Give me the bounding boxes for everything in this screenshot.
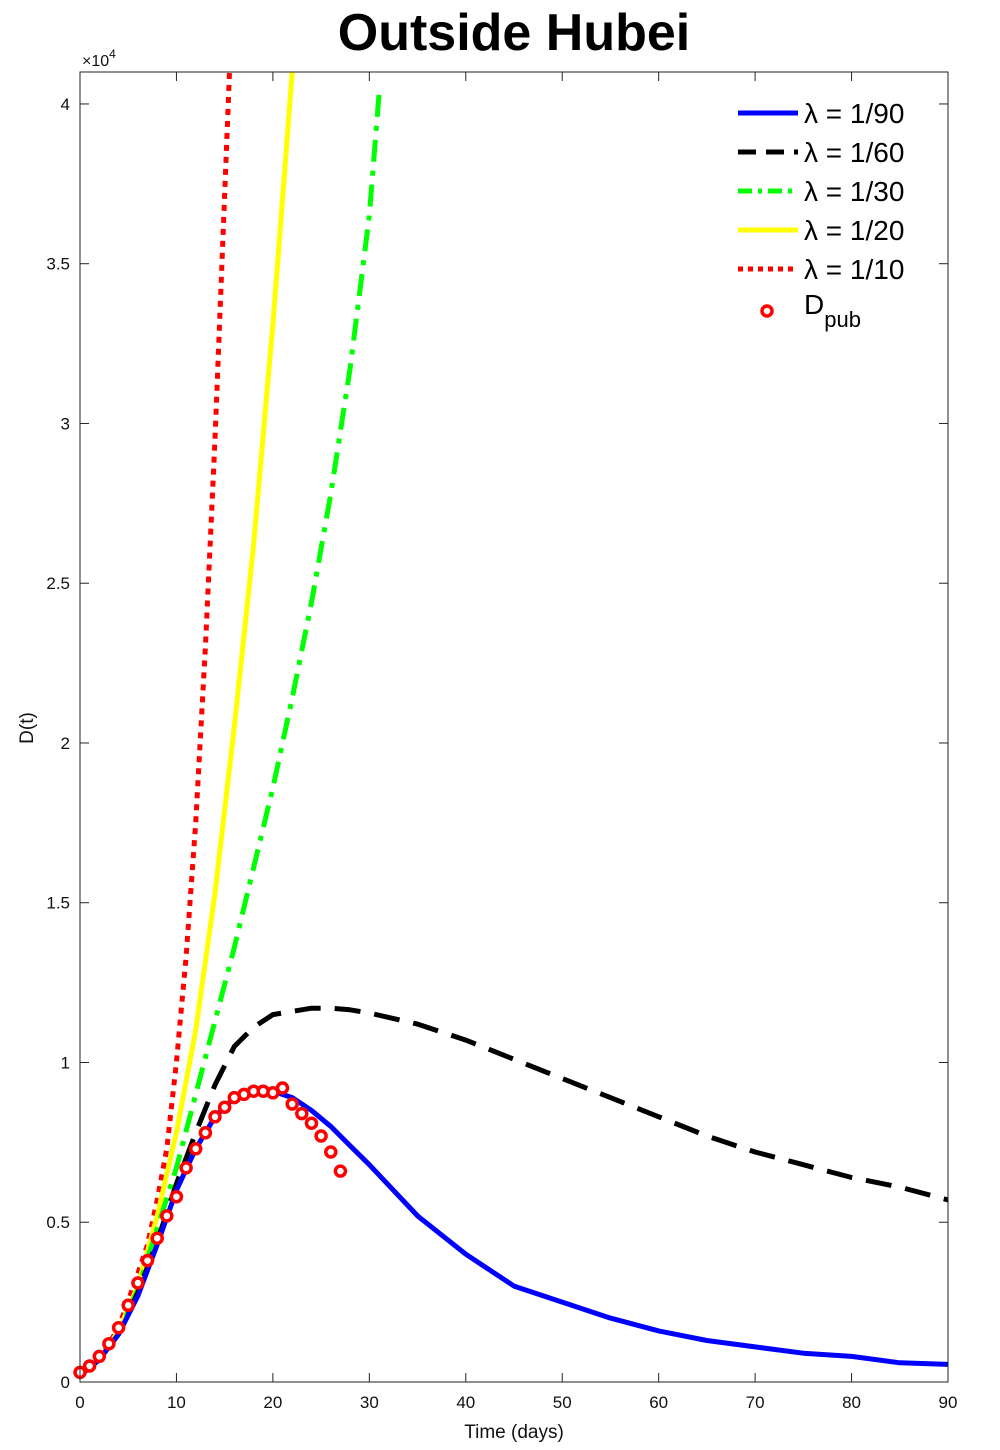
- x-tick-label: 40: [456, 1393, 475, 1412]
- legend-label: λ = 1/30: [804, 176, 904, 207]
- data-point: [314, 1129, 328, 1143]
- series-line-2: [80, 1005, 948, 1378]
- legend: λ = 1/90 λ = 1/60 λ = 1/30 λ = 1/20 λ = 1/10…: [738, 98, 904, 332]
- x-tick-label: 70: [746, 1393, 765, 1412]
- legend-marker: [760, 304, 774, 318]
- y-axis-exponent-base: ×10: [82, 53, 109, 70]
- data-point: [198, 1126, 213, 1140]
- data-point: [160, 1209, 174, 1223]
- chart-title: Outside Hubei: [338, 4, 690, 62]
- data-point: [179, 1161, 193, 1175]
- y-tick-label: 1.5: [46, 894, 70, 913]
- data-point: [208, 1110, 222, 1124]
- data-point: [324, 1145, 338, 1159]
- data-point: [217, 1100, 232, 1114]
- x-tick-label: 0: [75, 1393, 84, 1412]
- data-point: [169, 1189, 184, 1204]
- y-tick-label: 1: [61, 1053, 70, 1072]
- x-tick-label: 10: [167, 1393, 186, 1412]
- data-point: [92, 1349, 107, 1364]
- x-tick-label: 50: [553, 1393, 572, 1412]
- data-point: [188, 1142, 203, 1156]
- legend-label: λ = 1/60: [804, 137, 904, 168]
- data-point: [150, 1231, 164, 1245]
- data-point: [111, 1320, 126, 1335]
- y-tick-label: 0.5: [46, 1213, 70, 1232]
- series-line-3: [80, 94, 382, 1378]
- y-tick-label: 0: [61, 1373, 70, 1392]
- y-tick-label: 2.5: [46, 574, 70, 593]
- x-tick-label: 80: [842, 1393, 861, 1412]
- y-tick-label: 4: [61, 95, 70, 114]
- legend-label: λ = 1/10: [804, 254, 904, 285]
- x-tick-label: 30: [360, 1393, 379, 1412]
- y-tick-label: 2: [61, 734, 70, 753]
- axes: 0 10 20 30 40 50 60 70 80 90 0 0.5 1 1.5 2 2.5 3 3.5 4: [46, 71, 958, 1412]
- data-point: [333, 1164, 348, 1178]
- y-tick-label: 3.5: [46, 255, 70, 274]
- x-axis-label: Time (days): [464, 1422, 564, 1443]
- data-point: [140, 1253, 155, 1268]
- x-tick-label: 60: [649, 1393, 668, 1412]
- data-point: [275, 1081, 290, 1095]
- data-point: [304, 1116, 319, 1130]
- data-point: [131, 1276, 145, 1290]
- y-tick-label: 3: [61, 414, 70, 433]
- x-tick-label: 90: [939, 1393, 958, 1412]
- data-point: [82, 1359, 97, 1373]
- series-markers: [73, 1081, 348, 1380]
- axes-box: [79, 71, 949, 1383]
- legend-label: λ = 1/90: [804, 98, 904, 129]
- x-tick-label: 20: [263, 1393, 282, 1412]
- legend-label: λ = 1/20: [804, 215, 904, 246]
- data-point: [285, 1097, 299, 1111]
- data-point: [102, 1336, 116, 1351]
- series-line-5: [80, 72, 232, 1378]
- data-point: [295, 1106, 309, 1121]
- data-point: [121, 1298, 135, 1313]
- legend-label-subscript: pub: [824, 307, 861, 332]
- y-axis-label: D(t): [17, 712, 38, 744]
- plot-area: [73, 72, 948, 1380]
- y-axis-exponent-power: 4: [109, 47, 116, 61]
- y-axis-exponent: ×104: [82, 47, 116, 70]
